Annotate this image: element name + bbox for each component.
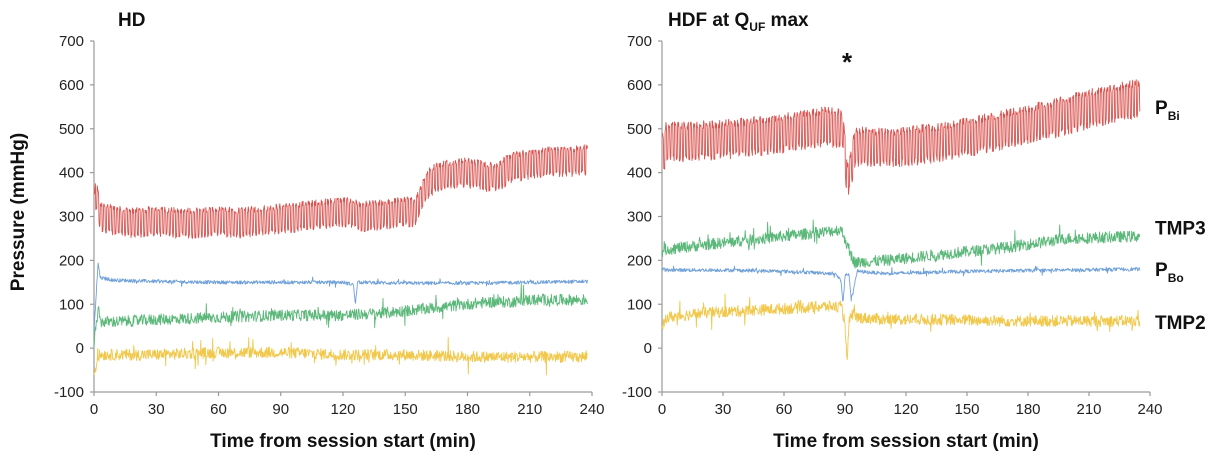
y-tick-label: 200 [627,252,652,269]
x-tick-label: 30 [715,401,732,418]
series-line-tmp3 [93,283,588,347]
y-axis-label: Pressure (mmHg) [8,133,29,291]
y-tick-label: 100 [59,296,84,313]
series-line-tmp2 [661,293,1141,361]
y-tick-label: 600 [627,77,652,94]
x-tick-label: 0 [658,401,666,418]
x-tick-label: 240 [1137,401,1162,418]
series-label: PBi [1155,98,1180,123]
series-line-pbo [661,265,1141,302]
series-label: TMP2 [1155,313,1206,334]
series-line-tmp3 [661,219,1141,269]
y-tick-label: -100 [622,384,652,401]
y-tick-label: 600 [59,77,84,94]
series-line-pbi [93,144,588,239]
x-tick-label: 180 [1015,401,1040,418]
y-tick-label: 100 [627,296,652,313]
chart-title: HDF at QUF max [668,10,809,34]
y-tick-label: 700 [627,33,652,50]
x-tick-label: 30 [148,401,165,418]
panel-hd: HD -100 0 100 200 300 400 500 600 700 0 30 60 90 120 15… [54,10,605,452]
x-tick-label: 180 [455,401,480,418]
y-tick-label: 400 [59,165,84,182]
y-tick-label: 200 [59,252,84,269]
x-tick-label: 210 [1076,401,1101,418]
series-line-pbi [661,79,1141,195]
x-tick-label: 90 [272,401,289,418]
series-label: PBo [1155,260,1184,285]
x-tick-label: 0 [90,401,98,418]
y-tick-label: 0 [644,340,652,357]
series-line-tmp2 [93,337,588,376]
x-axis-label: Time from session start (min) [210,431,476,452]
y-tick-label: 0 [76,340,84,357]
x-tick-label: 120 [893,401,918,418]
x-tick-label: 150 [954,401,979,418]
series-label: TMP3 [1155,218,1206,239]
y-tick-label: 300 [627,209,652,226]
x-axis-label: Time from session start (min) [773,431,1039,452]
annotation-asterisk: * [842,47,853,77]
x-tick-label: 60 [776,401,793,418]
chart-title: HD [118,10,145,31]
series-line-pbo [93,262,588,331]
x-tick-label: 60 [210,401,227,418]
y-tick-label: 700 [59,33,84,50]
y-tick-label: 400 [627,165,652,182]
y-tick-label: 500 [627,121,652,138]
y-tick-label: 500 [59,121,84,138]
y-tick-label: 300 [59,209,84,226]
x-tick-label: 120 [330,401,355,418]
x-tick-label: 90 [837,401,854,418]
x-tick-label: 150 [393,401,418,418]
x-tick-label: 210 [517,401,542,418]
x-tick-label: 240 [579,401,604,418]
y-tick-label: -100 [54,384,84,401]
panel-hdf: HDF at QUF max-1000100200300400500600700… [622,10,1206,452]
